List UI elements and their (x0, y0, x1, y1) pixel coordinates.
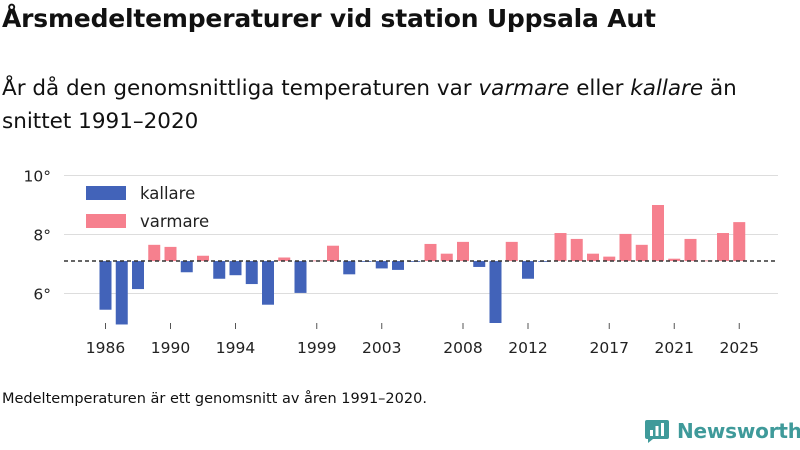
bar-2001 (343, 261, 356, 275)
bar-2012 (522, 261, 534, 279)
x-tick-label: 2008 (443, 339, 482, 357)
bar-2014 (554, 233, 567, 262)
legend-label-colder: kallare (140, 184, 195, 203)
bar-2015 (570, 238, 583, 262)
bar-1994 (229, 261, 242, 276)
bar-1989 (148, 244, 161, 262)
bar-2006 (424, 243, 437, 262)
bar-1998 (294, 261, 307, 293)
legend-swatch-warmer (86, 214, 126, 228)
bar-2009 (473, 261, 486, 267)
bar-2020 (652, 205, 664, 262)
bar-2003 (375, 261, 388, 269)
subtitle-text-2: eller (569, 76, 631, 101)
x-tick-label: 2017 (590, 339, 629, 357)
bar-1991 (180, 261, 193, 273)
axis-labels: 6° 8° 10° 1986 1990 1994 1999 2003 2008 2012 2017 2… (24, 168, 759, 358)
subtitle-text-1: År då den genomsnittliga temperaturen va… (2, 76, 479, 101)
bar-chart: 6° 8° 10° 1986 1990 1994 1999 2003 2008 2012 2017 2… (24, 168, 778, 358)
bar-2008 (457, 241, 469, 262)
bar-2004 (392, 261, 404, 270)
bar-1997 (278, 257, 291, 262)
bar-1995 (245, 261, 258, 285)
bar-1996 (262, 261, 274, 305)
x-tick-label: 1986 (86, 339, 125, 357)
bar-2010 (489, 261, 502, 323)
subtitle-warm-word: varmare (478, 76, 570, 101)
bar-2023 (700, 260, 713, 262)
bars (99, 205, 746, 325)
bar-2019 (635, 244, 648, 262)
footnote: Medeltemperaturen är ett genomsnitt av å… (2, 391, 427, 407)
chart-title: Årsmedeltemperaturer vid station Uppsala… (2, 4, 656, 33)
bar-2018 (619, 233, 632, 262)
bar-2017 (603, 256, 616, 262)
legend-label-warmer: varmare (140, 212, 209, 231)
bar-1988 (132, 261, 144, 290)
bar-2021 (668, 258, 681, 262)
bar-1993 (213, 261, 226, 279)
x-tick-label: 2025 (720, 339, 759, 357)
x-tick-label: 1990 (151, 339, 190, 357)
bar-2011 (505, 241, 518, 262)
bar-2024 (717, 233, 729, 262)
subtitle-cold-word: kallare (630, 76, 704, 101)
bar-1986 (99, 261, 112, 310)
y-tick-label: 6° (33, 286, 51, 304)
y-tick-label: 8° (33, 227, 51, 245)
bar-1987 (115, 261, 128, 325)
x-tick-label: 1994 (216, 339, 255, 357)
x-tick-label: 2021 (655, 339, 694, 357)
bar-2025 (733, 222, 746, 262)
bar-2022 (684, 238, 697, 262)
x-tick-label: 1999 (297, 339, 336, 357)
chart-subtitle: År då den genomsnittliga temperaturen va… (2, 72, 792, 138)
bar-2007 (440, 253, 453, 262)
bar-2000 (327, 245, 339, 262)
bar-2016 (587, 253, 599, 262)
bar-chart-logo-icon (645, 420, 669, 443)
bar-1990 (164, 246, 177, 262)
bar-1992 (197, 255, 209, 262)
y-tick-label: 10° (24, 168, 51, 186)
newsworthy-logo[interactable]: Newsworthy (644, 418, 800, 444)
legend: kallare varmare (86, 184, 209, 231)
x-tick-label: 2012 (508, 339, 547, 357)
bar-2013 (538, 261, 551, 262)
legend-swatch-colder (86, 186, 126, 200)
subtitle-text-3: än snittet 1991–2020 (2, 76, 737, 134)
logo-text: Newsworthy (677, 419, 800, 443)
x-tick-label: 2003 (362, 339, 401, 357)
